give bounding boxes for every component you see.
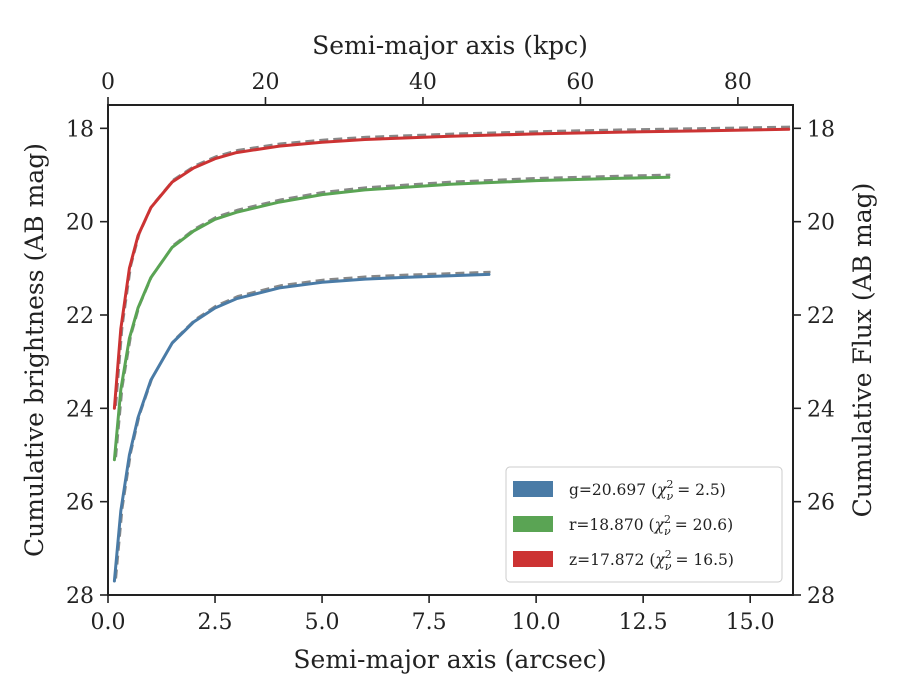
series-line-z: [112, 127, 791, 410]
legend-swatch-r: [513, 516, 553, 532]
x-axis-bottom: 0.0 2.5 5.0 7.5 10.0 12.5 15.0: [91, 595, 775, 635]
series-line-r: [112, 175, 671, 462]
x-tick-label: 12.5: [619, 610, 668, 635]
x-tick-label: 2.5: [198, 610, 233, 635]
x-tick-label: 7.5: [412, 610, 447, 635]
right-y-tick-label: 28: [807, 584, 835, 609]
right-y-tick-label: 26: [807, 491, 835, 516]
right-y-tick-label: 24: [807, 397, 835, 422]
y-axis-label: Cumulative brightness (AB mag): [20, 143, 49, 557]
top-x-axis-label: Semi-major axis (kpc): [312, 31, 588, 60]
model-line-r: [114, 173, 671, 458]
legend-label-r: r=18.870 (χ2 ν = 20.6): [569, 513, 733, 538]
y-tick-label: 22: [66, 304, 94, 329]
legend-swatch-z: [513, 551, 553, 567]
legend-frame: [505, 466, 783, 583]
top-x-tick-label: 0: [101, 70, 115, 95]
right-y-tick-label: 20: [807, 211, 835, 236]
right-y-axis-label: Cumulative Flux (AB mag): [848, 183, 877, 518]
legend-label-g: g=20.697 (χ2 ν = 2.5): [569, 478, 726, 503]
y-tick-label: 24: [66, 397, 94, 422]
model-curves: [114, 125, 791, 579]
y-tick-label: 18: [66, 117, 94, 142]
y-tick-label: 20: [66, 211, 94, 236]
x-tick-label: 10.0: [512, 610, 561, 635]
right-y-tick-label: 18: [807, 117, 835, 142]
top-x-tick-label: 60: [566, 70, 594, 95]
legend: g=20.697 (χ2 ν = 2.5) r=18.870 (χ2 ν = 20.6) z…: [505, 466, 783, 583]
y-axis-left: 18 20 22 24 26 28: [66, 117, 108, 609]
model-line-g: [114, 270, 491, 579]
legend-label-z: z=17.872 (χ2 ν = 16.5): [569, 548, 734, 573]
x-tick-label: 15.0: [726, 610, 775, 635]
series-line-g: [112, 272, 491, 583]
y-axis-right: 18 20 22 24 26 28: [793, 117, 835, 609]
top-x-tick-label: 20: [251, 70, 279, 95]
x-axis-top: 0 20 40 60 80: [101, 70, 752, 105]
top-x-tick-label: 40: [409, 70, 437, 95]
y-tick-label: 26: [66, 491, 94, 516]
legend-swatch-g: [513, 481, 553, 497]
x-tick-label: 0.0: [91, 610, 126, 635]
top-x-tick-label: 80: [724, 70, 752, 95]
right-y-tick-label: 22: [807, 304, 835, 329]
model-line-z: [114, 125, 791, 406]
y-tick-label: 28: [66, 584, 94, 609]
x-tick-label: 5.0: [305, 610, 340, 635]
plot-frame: [107, 104, 794, 596]
x-axis-label: Semi-major axis (arcsec): [293, 645, 606, 674]
series-curves: [112, 127, 791, 583]
